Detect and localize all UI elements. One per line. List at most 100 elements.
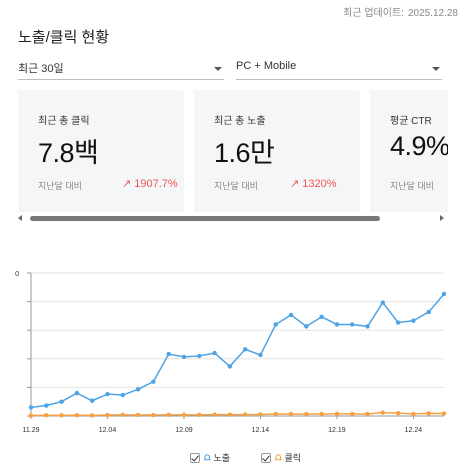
data-point-impressions [334,322,340,327]
data-point-impressions [227,364,233,369]
data-point-impressions [380,300,386,305]
x-tick-label: 12.24 [405,427,423,434]
page-title: 노출/클릭 현황 [18,29,110,46]
legend-label: 클릭 [284,453,302,463]
cards-scrollbar[interactable] [18,213,448,225]
card-value: 7.8백 [38,138,99,168]
data-point-clicks [151,412,156,418]
data-point-clicks [395,410,401,416]
data-point-clicks [350,411,355,417]
data-point-clicks [304,411,309,417]
card-compare-label: 지난달 대비 [214,181,258,191]
scrollbar-thumb[interactable] [30,216,380,221]
chevron-down-icon [432,67,440,71]
series-line-clicks [30,411,445,417]
data-point-clicks [441,411,447,416]
data-point-clicks [44,413,49,418]
data-point-clicks [411,411,416,417]
data-point-clicks [273,411,278,417]
card-change-value: 1907.7% [134,178,178,190]
data-point-clicks [89,413,95,418]
data-point-impressions [166,351,171,357]
data-point-impressions [74,390,80,396]
last-updated-label: 최근 업데이트: [343,8,404,19]
data-point-impressions [350,322,355,327]
summary-cards: 최근 총 클릭 7.8백 지난달 대비 ↗ 1907.7% 최근 총 노출 1.6… [18,90,448,212]
scroll-right-icon[interactable] [440,215,444,221]
card-label: 최근 총 노출 [214,116,266,127]
line-series-icon: ⩍ [275,452,282,463]
impressions-clicks-chart: 0 11.29 12.04 12.09 12.14 12.19 12.24 [15,271,447,434]
device-select[interactable]: PC + Mobile [236,58,442,80]
data-point-impressions [197,353,202,359]
device-select-value: PC + Mobile [236,60,297,72]
card-change: ↗ 1320% [290,177,336,190]
data-point-impressions [212,350,217,356]
data-point-clicks [334,411,340,417]
legend-item-impressions[interactable]: ⩍ 노출 [190,451,230,464]
checkbox-checked-icon[interactable] [261,452,271,463]
data-point-impressions [105,391,110,397]
card-label: 평균 CTR [390,116,432,127]
data-point-impressions [135,387,141,392]
data-point-clicks [59,413,64,418]
x-tick-label: 12.04 [99,427,117,434]
period-select[interactable]: 최근 30일 [18,58,224,80]
data-point-impressions [365,324,370,329]
card-compare-label: 지난달 대비 [390,181,434,191]
period-select-value: 최근 30일 [18,63,64,75]
data-point-impressions [89,398,95,403]
x-tick-label: 12.14 [252,427,270,434]
data-point-impressions [258,352,263,358]
data-point-impressions [28,405,34,410]
checkbox-checked-icon[interactable] [190,452,200,463]
x-tick-label: 12.19 [328,427,346,434]
data-point-clicks [319,411,324,417]
scroll-left-icon[interactable] [18,215,22,221]
data-point-impressions [273,322,278,327]
data-point-clicks [365,411,370,417]
data-point-impressions [426,309,431,315]
data-point-clicks [380,410,386,415]
last-updated: 최근 업데이트: 2025.12.28 [339,4,458,19]
card-average-ctr: 평균 CTR 4.9% 지난달 대비 [370,90,448,212]
data-point-impressions [304,324,309,329]
data-point-impressions [288,312,294,318]
card-value: 4.9% [390,131,448,161]
data-point-clicks [197,412,202,418]
data-point-clicks [135,412,141,418]
data-point-clicks [242,412,248,417]
data-point-impressions [411,318,416,323]
data-point-impressions [319,314,324,320]
trend-up-icon: ↗ [290,178,300,190]
card-change: ↗ 1907.7% [122,177,178,190]
data-point-clicks [426,411,431,416]
card-value: 1.6만 [214,138,275,168]
line-series-icon: ⩍ [204,452,211,463]
data-point-clicks [74,412,80,418]
data-point-impressions [242,347,248,352]
data-point-clicks [120,412,125,418]
data-point-clicks [166,412,171,418]
data-point-impressions [120,392,125,398]
chevron-down-icon [214,67,222,71]
data-point-impressions [181,354,187,360]
trend-up-icon: ↗ [122,178,132,190]
data-point-clicks [212,412,217,417]
card-compare-label: 지난달 대비 [38,181,82,191]
card-label: 최근 총 클릭 [38,116,90,127]
x-tick-label: 11.29 [23,427,40,434]
data-point-clicks [288,411,294,417]
series-line-impressions [30,293,445,409]
legend-item-clicks[interactable]: ⩍ 클릭 [261,451,301,464]
data-point-impressions [59,399,64,404]
data-point-clicks [258,412,263,417]
card-change-value: 1320% [302,178,337,190]
data-point-clicks [28,413,34,418]
data-point-impressions [44,403,49,408]
data-point-impressions [441,291,447,297]
x-tick-label: 12.09 [175,427,193,434]
card-total-clicks: 최근 총 클릭 7.8백 지난달 대비 ↗ 1907.7% [18,90,184,212]
data-point-clicks [105,412,110,418]
last-updated-date: 2025.12.28 [407,8,458,19]
